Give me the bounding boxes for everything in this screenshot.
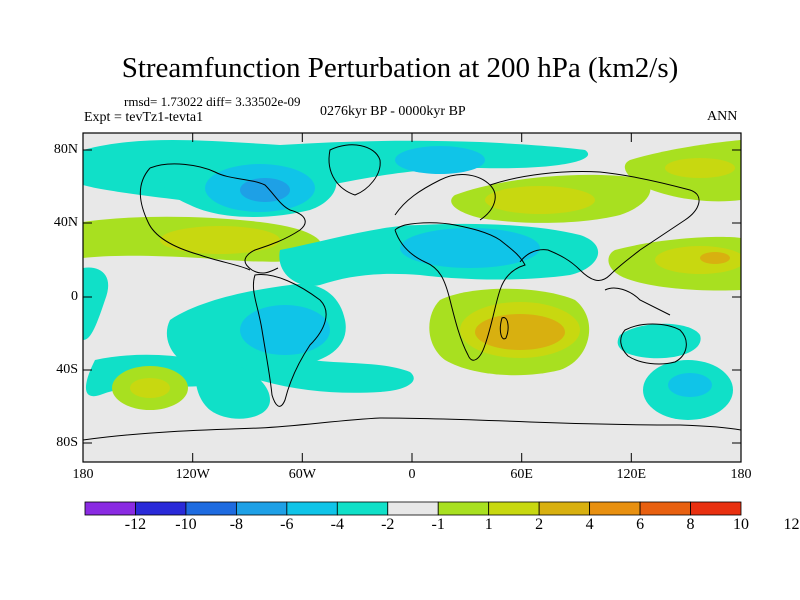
colorbar-label: -8 [229,516,244,533]
colorbar-swatch [589,501,641,516]
x-label-120e: 120E [616,467,647,482]
x-label-180w: 180 [72,467,94,482]
x-ticks [82,133,742,462]
colorbar-label: 10 [733,516,749,533]
colorbar-label: -1 [431,516,445,533]
experiment-label: Expt = tevTz1-tevta1 [84,110,204,125]
region-ne-pacific-core [665,158,735,178]
region-south-america-core [240,305,330,355]
colorbar-swatch [488,501,540,516]
y-ticks [83,149,741,444]
x-label-60e: 60E [510,467,533,482]
coast-antarctica [83,417,741,441]
colorbar-swatch [84,501,136,516]
region-west-edge [83,267,109,340]
colorbar-swatch [135,501,187,516]
coast-north-america-west [139,167,251,271]
region-indian-ocean-core [475,314,565,350]
stats-text: rmsd= 1.73022 diff= 3.33502e-09 [124,94,301,109]
y-label-0: 0 [71,289,78,304]
region-arctic [395,146,485,174]
region-subtropical-core [160,226,280,254]
colorbar [84,501,742,516]
x-label-120w: 120W [175,467,210,482]
region-south-pacific-core [130,378,170,398]
colorbar-swatch [639,501,691,516]
colorbar-label: 12 [783,516,800,533]
colorbar-swatch [235,501,288,516]
map-field [83,133,741,462]
y-label-40s: 40S [56,362,78,377]
coast-asia [489,171,700,281]
region-north-america-peak [240,178,290,202]
coast-greenland [328,144,381,196]
coast-madagascar [499,317,509,340]
region-se-pacific-core [668,373,712,397]
map-title: Streamfunction Perturbation at 200 hPa (… [121,52,679,84]
region-nw-pacific-core [655,246,741,274]
x-label-180e: 180 [730,467,752,482]
season-label: ANN [707,109,738,124]
colorbar-label: 4 [585,516,594,533]
x-label-60w: 60W [288,467,316,482]
region-south-pacific [195,360,270,419]
colorbar-label: -10 [175,516,197,533]
coast-europe [394,174,496,221]
y-label-80s: 80S [56,435,78,450]
colorbar-label: -4 [330,516,344,533]
colorbar-label: -6 [280,516,294,533]
colorbar-label: 2 [535,516,544,533]
colorbar-label: 1 [484,516,493,533]
region-mideast-core [400,228,540,268]
coast-africa [394,222,526,361]
period-label: 0276kyr BP - 0000kyr BP [320,104,466,119]
colorbar-label: 8 [686,516,695,533]
y-label-40n: 40N [53,215,78,230]
colorbar-swatch [336,501,389,516]
colorbar-label: -12 [124,516,147,533]
colorbar-swatch [437,501,490,516]
x-label-0: 0 [408,467,416,482]
colorbar-swatch [286,501,338,516]
colorbar-swatch [185,501,237,516]
colorbar-swatch [538,501,591,516]
region-nw-pacific-peak [700,252,730,264]
colorbar-label: 6 [636,516,645,533]
colorbar-label: -2 [381,516,395,533]
coastlines [83,144,741,441]
colorbar-swatch [690,501,742,516]
region-australia [617,323,701,359]
region-asia-core [485,186,595,214]
coast-south-america [252,274,327,407]
coast-maritime-se-asia [604,287,671,316]
y-label-80n: 80N [53,142,78,157]
colorbar-swatch [387,501,439,516]
coast-australia [620,323,687,365]
coast-north-america [149,163,306,274]
